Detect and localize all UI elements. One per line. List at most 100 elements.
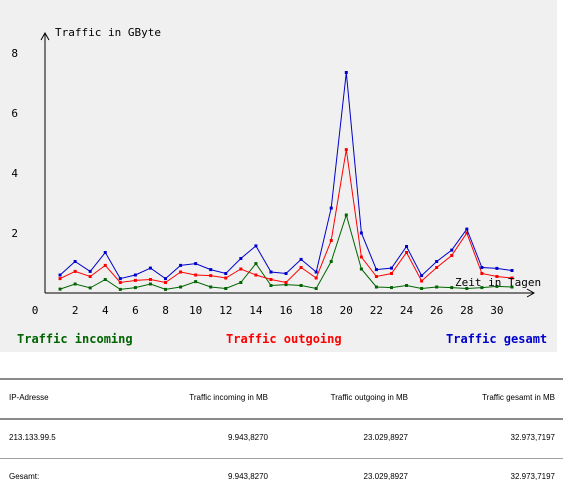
x-tick-label: 8 — [162, 304, 169, 317]
header-outgoing: Traffic outgoing in MB — [330, 393, 408, 402]
data-point — [359, 231, 363, 235]
header-ip: IP-Adresse — [9, 393, 49, 402]
y-axis-arrow — [40, 31, 50, 41]
data-point — [299, 266, 303, 269]
data-point — [329, 260, 333, 263]
data-point — [420, 287, 424, 290]
data-point — [118, 277, 122, 281]
data-point — [344, 71, 348, 74]
data-point — [450, 254, 454, 257]
data-point — [314, 287, 318, 290]
data-point — [239, 257, 243, 260]
data-point — [314, 270, 318, 274]
data-point — [480, 266, 484, 269]
data-point — [88, 275, 92, 278]
data-point — [510, 285, 514, 289]
data-point — [329, 239, 333, 242]
data-point — [284, 272, 288, 275]
x-tick-label: 2 — [72, 304, 79, 317]
data-point — [58, 277, 62, 281]
table-total-row: Gesamt: 9.943,8270 23.029,8927 32.973,71… — [0, 459, 563, 497]
x-tick-label: 30 — [490, 304, 503, 317]
data-point — [254, 262, 258, 266]
x-tick-label: 6 — [132, 304, 139, 317]
data-point — [224, 272, 228, 275]
x-tick-label: 12 — [219, 304, 232, 317]
data-point — [299, 257, 303, 261]
data-point — [148, 278, 152, 281]
data-point — [389, 272, 393, 275]
data-point — [194, 280, 198, 284]
data-point — [389, 266, 393, 270]
data-point — [374, 275, 378, 278]
data-point — [88, 286, 92, 290]
total-outgoing: 23.029,8927 — [363, 472, 409, 481]
data-point — [133, 273, 137, 277]
x-tick-label: 10 — [189, 304, 202, 317]
data-point — [133, 278, 137, 282]
data-point — [164, 281, 168, 284]
data-point — [359, 255, 363, 259]
data-point — [405, 245, 409, 248]
x-tick-label: 4 — [102, 304, 109, 317]
data-point — [435, 260, 439, 263]
data-point — [164, 287, 168, 291]
cell-incoming: 9.943,8270 — [227, 433, 268, 442]
data-point — [420, 279, 424, 283]
table-header-rule — [0, 418, 563, 420]
data-point — [103, 278, 107, 281]
data-point — [299, 284, 303, 287]
data-point — [254, 244, 258, 248]
x-tick-label: 16 — [279, 304, 292, 317]
total-label: Gesamt: — [9, 472, 40, 481]
x-tick-label: 14 — [249, 304, 263, 317]
data-point — [103, 263, 107, 267]
data-point — [420, 274, 424, 278]
total-gesamt: 32.973,7197 — [510, 472, 556, 481]
data-point — [465, 231, 469, 235]
y-axis-title: Traffic in GByte — [55, 26, 161, 39]
data-point — [209, 285, 213, 289]
data-point — [329, 206, 333, 210]
data-point — [239, 281, 243, 284]
data-point — [344, 213, 348, 217]
data-point — [435, 266, 439, 269]
x-tick-label: 24 — [400, 304, 414, 317]
data-point — [194, 273, 198, 277]
y-tick-label: 4 — [11, 167, 18, 180]
data-point — [314, 276, 318, 280]
data-point — [73, 269, 77, 273]
data-point — [450, 248, 454, 252]
data-point — [389, 286, 393, 290]
legend-gesamt: Traffic gesamt — [446, 332, 548, 346]
data-point — [435, 285, 439, 289]
data-point — [284, 283, 288, 287]
table-top-rule — [0, 378, 563, 380]
data-point — [374, 268, 378, 272]
x-axis-title: Zeit in Tagen — [455, 276, 541, 289]
cell-outgoing: 23.029,8927 — [363, 433, 409, 442]
data-point — [495, 284, 499, 288]
data-point — [58, 287, 62, 291]
y-tick-label: 6 — [11, 107, 18, 120]
table-header-row: IP-Adresse Traffic incoming in MB Traffi… — [0, 380, 563, 418]
cell-gesamt: 32.973,7197 — [510, 433, 556, 442]
data-point — [269, 270, 273, 274]
x-axis-arrow — [526, 288, 536, 298]
data-point — [224, 276, 228, 280]
x-tick-label: 28 — [460, 304, 473, 317]
data-point — [133, 286, 137, 290]
data-point — [480, 272, 484, 275]
chart-panel: 2 4 6 8 0 2 4 6 8 10 12 14 16 18 20 22 24 26 28 30 Traffic i… — [0, 0, 557, 352]
data-point — [284, 281, 288, 284]
data-point — [58, 273, 62, 277]
x-tick-label: 22 — [370, 304, 383, 317]
data-point — [224, 287, 228, 290]
data-point — [194, 262, 198, 266]
data-point — [148, 282, 152, 286]
data-point — [103, 251, 107, 254]
data-point — [495, 275, 499, 278]
data-point — [480, 286, 484, 290]
total-incoming: 9.943,8270 — [227, 472, 268, 481]
